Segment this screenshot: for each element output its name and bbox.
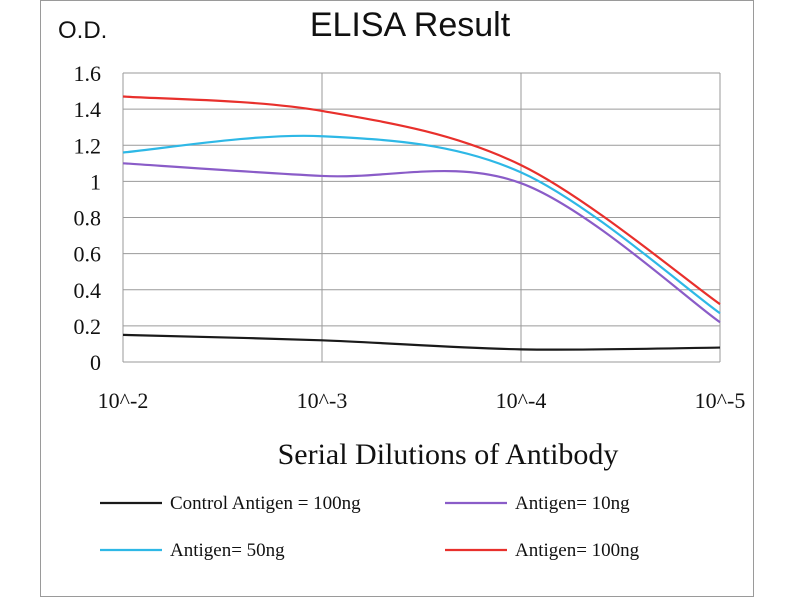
- legend-label-4: Antigen= 100ng: [515, 540, 640, 561]
- legend-label-3: Antigen= 50ng: [170, 540, 285, 561]
- y-tick-label: 1.4: [74, 97, 102, 122]
- series-line-1: [122, 333, 721, 351]
- legend-label-2: Antigen= 10ng: [515, 493, 630, 514]
- x-tick-label: 10^-3: [297, 388, 348, 413]
- y-tick-label: 0.2: [74, 314, 102, 339]
- legend: Control Antigen = 100ng Antigen= 10ng Anti…: [100, 493, 640, 561]
- y-tick-label: 0.6: [74, 242, 102, 267]
- y-tick-label: 0.8: [74, 206, 102, 231]
- y-tick-labels: 0 0.2 0.4 0.6 0.8 1 1.2 1.4 1.6: [74, 61, 102, 375]
- x-tick-label: 10^-5: [695, 388, 746, 413]
- series-lines: [122, 95, 721, 351]
- x-tick-labels: 10^-2 10^-3 10^-4 10^-5: [98, 388, 746, 413]
- y-tick-label: 0.4: [74, 278, 102, 303]
- y-tick-label: 0: [90, 350, 101, 375]
- series-line-2: [122, 162, 721, 324]
- plot-grid: [122, 72, 721, 363]
- y-tick-label: 1.2: [74, 133, 102, 158]
- x-tick-label: 10^-4: [496, 388, 547, 413]
- x-tick-label: 10^-2: [98, 388, 149, 413]
- chart-title: ELISA Result: [310, 6, 511, 44]
- series-line-3: [122, 134, 721, 315]
- chart-frame: [40, 0, 754, 597]
- y-axis-label: O.D.: [58, 17, 107, 44]
- y-tick-label: 1: [90, 169, 101, 194]
- series-line-4: [122, 95, 721, 306]
- y-tick-label: 1.6: [74, 61, 102, 86]
- legend-label-1: Control Antigen = 100ng: [170, 493, 361, 514]
- x-axis-label: Serial Dilutions of Antibody: [278, 438, 619, 471]
